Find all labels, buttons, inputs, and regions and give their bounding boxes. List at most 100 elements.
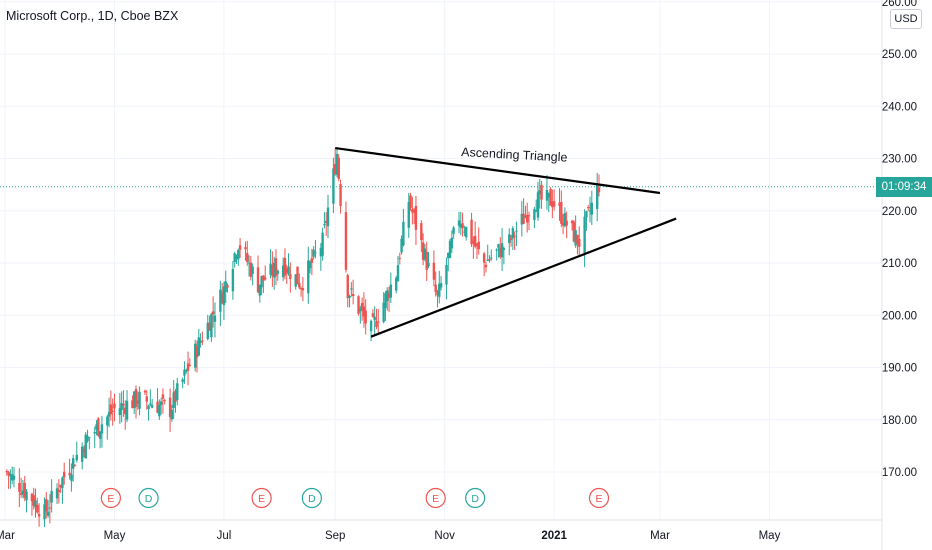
time-tick-label: Mar bbox=[0, 530, 15, 542]
time-tick-label: Mar bbox=[650, 530, 670, 542]
candle-body bbox=[237, 250, 240, 260]
candle-body bbox=[412, 209, 416, 213]
price-tick-label: 220.00 bbox=[882, 206, 917, 218]
currency-badge[interactable]: USD bbox=[890, 9, 922, 29]
candle-body bbox=[445, 264, 448, 285]
candle-body bbox=[21, 490, 25, 495]
candle-body bbox=[106, 416, 109, 426]
candle-body bbox=[23, 482, 26, 498]
candle-body bbox=[473, 235, 477, 247]
price-tick-label: 180.00 bbox=[882, 415, 917, 427]
candle-body bbox=[156, 401, 159, 413]
candle-body bbox=[545, 190, 549, 201]
candle-body bbox=[499, 247, 502, 258]
price-axis[interactable]: 170.00 180.00 190.00 200.00 210.00 220.00 230.… bbox=[882, 0, 917, 479]
dividend-marker[interactable]: D bbox=[465, 487, 486, 509]
price-tick-label: 170.00 bbox=[882, 467, 917, 479]
event-marker-label: E bbox=[432, 493, 439, 505]
earnings-marker[interactable]: E bbox=[588, 487, 610, 509]
candle-body bbox=[224, 281, 227, 292]
candle-body bbox=[323, 224, 326, 226]
time-tick-label: May bbox=[759, 530, 781, 542]
candle-body bbox=[159, 401, 163, 405]
candle-body bbox=[314, 252, 317, 254]
candle-body bbox=[10, 474, 14, 481]
candle-body bbox=[402, 221, 405, 246]
candle-body bbox=[86, 436, 89, 442]
candle-body bbox=[585, 211, 588, 218]
time-tick-label: 2021 bbox=[541, 530, 567, 542]
candle-body bbox=[118, 408, 122, 416]
candle-body bbox=[194, 343, 197, 368]
candle-body bbox=[7, 472, 10, 476]
candle-body bbox=[170, 409, 174, 420]
candle-body bbox=[438, 283, 441, 297]
candle-body bbox=[161, 394, 165, 399]
candle-body bbox=[271, 265, 274, 277]
candle-body bbox=[563, 213, 567, 227]
candle-body bbox=[287, 266, 290, 275]
candle-body bbox=[526, 214, 529, 223]
candle-body bbox=[560, 201, 563, 224]
candle-body bbox=[258, 284, 262, 296]
candle-body bbox=[220, 292, 224, 304]
candle-body bbox=[208, 322, 211, 331]
candle-body bbox=[244, 247, 247, 250]
candle-body bbox=[482, 253, 486, 263]
candle-body bbox=[464, 226, 468, 238]
earnings-marker[interactable]: E bbox=[251, 487, 272, 509]
candle-body bbox=[93, 431, 96, 434]
time-tick-label: Sep bbox=[325, 530, 345, 542]
candle-body bbox=[382, 302, 385, 322]
time-tick-label: May bbox=[104, 530, 126, 542]
trendline-upper[interactable] bbox=[335, 146, 661, 195]
drawing-trendlines[interactable] bbox=[335, 146, 677, 338]
event-marker-label: E bbox=[107, 493, 114, 505]
candle-body bbox=[337, 157, 340, 179]
candle-body bbox=[524, 216, 527, 218]
candlestick-series[interactable] bbox=[5, 147, 601, 528]
candle-body bbox=[561, 222, 565, 226]
candle-body bbox=[195, 346, 199, 358]
candle-body bbox=[346, 275, 349, 299]
candle-body bbox=[457, 220, 461, 226]
candle-body bbox=[477, 241, 480, 250]
candle-body bbox=[226, 285, 229, 288]
earnings-marker[interactable]: E bbox=[100, 487, 121, 509]
symbol-title[interactable]: Microsoft Corp., 1D, Cboe BZX bbox=[6, 9, 179, 23]
pattern-annotation[interactable]: Ascending Triangle bbox=[461, 145, 568, 165]
event-marker-label: D bbox=[308, 493, 316, 505]
candle-body bbox=[420, 223, 423, 241]
candle-body bbox=[301, 288, 305, 291]
candle-body bbox=[19, 492, 23, 495]
candle-body bbox=[256, 267, 260, 293]
time-tick-label: Nov bbox=[434, 530, 455, 542]
candle-body bbox=[463, 231, 466, 233]
candle-body bbox=[32, 495, 35, 506]
earnings-marker[interactable]: E bbox=[425, 487, 446, 509]
dividend-marker[interactable]: D bbox=[301, 487, 322, 509]
candle-body bbox=[213, 315, 217, 322]
candle-body bbox=[281, 265, 285, 278]
candle-body bbox=[168, 397, 172, 417]
candle-body bbox=[386, 290, 389, 302]
trendline-lower[interactable] bbox=[370, 217, 677, 338]
candle-body bbox=[310, 258, 314, 263]
candle-body bbox=[439, 283, 443, 288]
candle-body bbox=[369, 320, 373, 332]
candle-body bbox=[436, 291, 439, 296]
candle-body bbox=[307, 260, 310, 294]
time-axis[interactable]: Mar May Jul Sep Nov 2021 Mar May bbox=[0, 530, 781, 542]
candle-body bbox=[231, 268, 235, 292]
candle-body bbox=[145, 396, 148, 402]
candle-body bbox=[88, 437, 91, 439]
candle-body bbox=[98, 431, 102, 439]
candle-body bbox=[134, 389, 138, 407]
candle-body bbox=[285, 268, 288, 273]
candle-body bbox=[18, 482, 21, 492]
candle-body bbox=[350, 288, 353, 290]
candle-body bbox=[269, 263, 272, 275]
dividend-marker[interactable]: D bbox=[138, 487, 159, 509]
